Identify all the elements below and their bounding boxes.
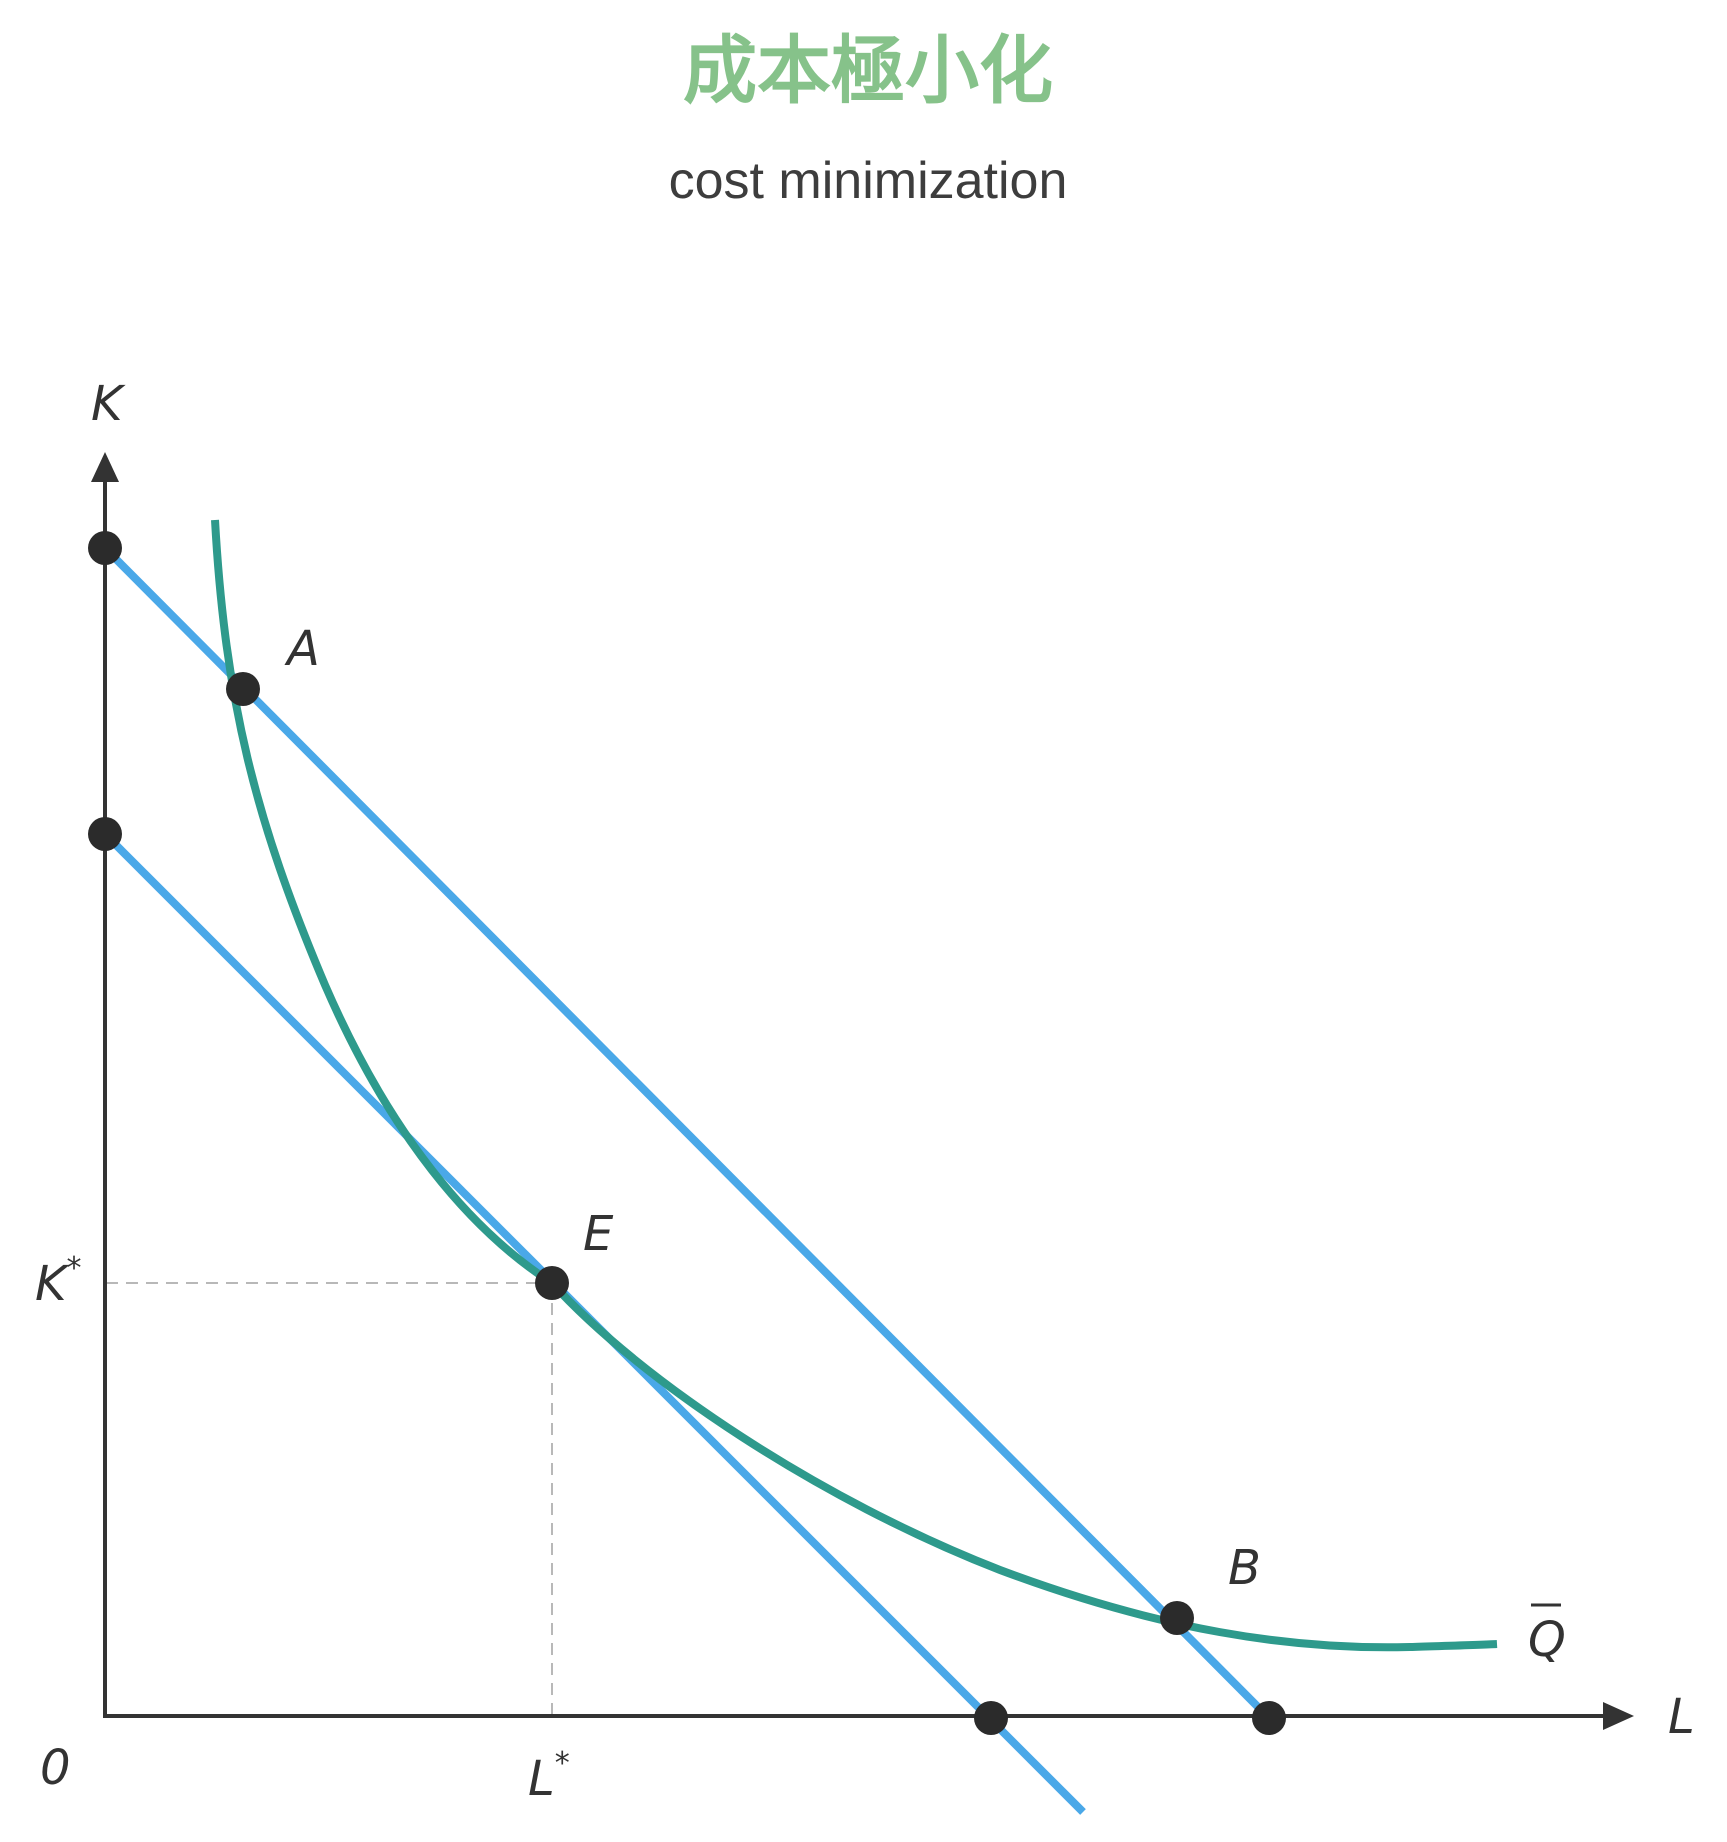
y-axis-arrowhead: [91, 452, 119, 482]
l-intercept-high-point: [1252, 1701, 1286, 1735]
l-star-label: L*: [528, 1746, 570, 1807]
point-e: [535, 1266, 569, 1300]
l-star-base: L: [528, 1751, 555, 1807]
isocost-line-high: [102, 545, 1272, 1721]
isoquant-curve: [211, 519, 1498, 1652]
point-a: [226, 672, 260, 706]
point-a-label: A: [284, 621, 320, 677]
point-e-label: E: [583, 1206, 614, 1262]
diagram-subtitle: cost minimization: [669, 152, 1068, 210]
y-axis-label: K: [91, 376, 126, 432]
l-intercept-low-point: [974, 1701, 1008, 1735]
k-intercept-low-point: [88, 817, 122, 851]
k-intercept-high-point: [88, 531, 122, 565]
origin-label: 0: [40, 1740, 71, 1796]
k-star-superscript: *: [66, 1251, 81, 1286]
k-star-base: K: [35, 1256, 70, 1312]
x-axis-arrowhead: [1603, 1702, 1634, 1730]
point-b-label: B: [1228, 1540, 1261, 1596]
k-star-label: K*: [35, 1251, 81, 1312]
x-axis-label: L: [1668, 1689, 1695, 1745]
isoquant-label: Q: [1528, 1612, 1566, 1668]
l-star-superscript: *: [555, 1746, 570, 1781]
point-b: [1160, 1601, 1194, 1635]
diagram-title: 成本極小化: [683, 28, 1053, 114]
